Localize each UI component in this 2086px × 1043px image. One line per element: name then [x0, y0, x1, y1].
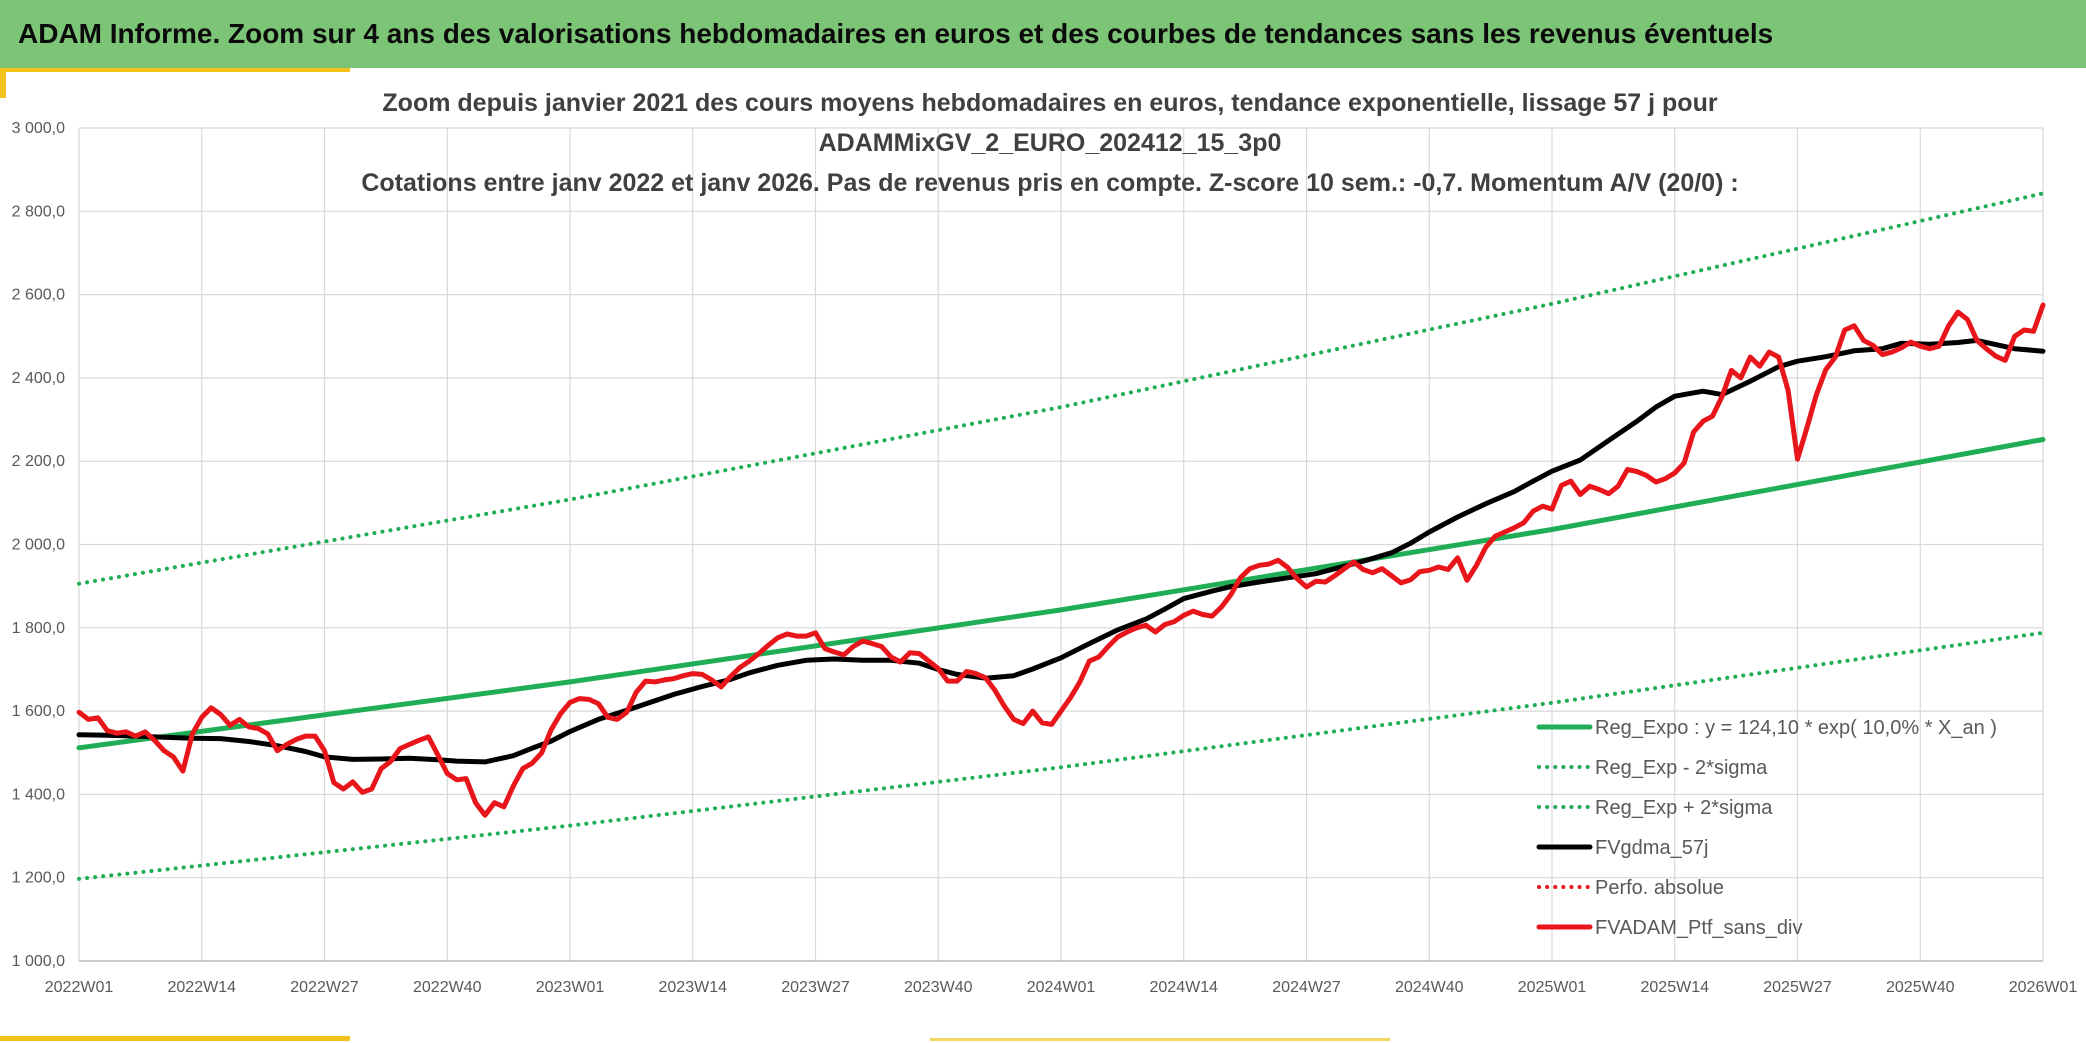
y-tick-label: 1 200,0 — [12, 870, 65, 887]
y-tick-label: 1 400,0 — [12, 786, 65, 803]
x-tick-label: 2025W27 — [1763, 979, 1832, 996]
chart-title: Zoom depuis janvier 2021 des cours moyen… — [361, 89, 1738, 197]
series-line-ptf — [76, 302, 2046, 818]
y-tick-label: 2 800,0 — [12, 203, 65, 220]
legend-label-trend: Reg_Expo : y = 124,10 * exp( 10,0% * X_a… — [1595, 717, 1997, 739]
chart-area: 1 000,0 1 200,0 1 400,0 1 600,0 1 800,0 2 000… — [0, 68, 2086, 1043]
chart-title-line: ADAMMixGV_2_EURO_202412_15_3p0 — [819, 129, 1282, 157]
chart-title-line: Zoom depuis janvier 2021 des cours moyen… — [382, 89, 1717, 117]
legend-label-perfo: Perfo. absolue — [1595, 877, 1724, 899]
chart-title-line: Cotations entre janv 2022 et janv 2026. … — [361, 169, 1738, 197]
y-tick-label: 1 800,0 — [12, 620, 65, 637]
x-tick-label: 2024W27 — [1272, 979, 1341, 996]
x-tick-label: 2022W14 — [168, 979, 237, 996]
x-tick-label: 2025W14 — [1641, 979, 1710, 996]
legend-label-upper: Reg_Exp + 2*sigma — [1595, 797, 1773, 819]
y-tick-label: 2 200,0 — [12, 453, 65, 470]
page-title: ADAM Informe. Zoom sur 4 ans des valoris… — [18, 18, 1774, 49]
y-tick-label: 2 000,0 — [12, 537, 65, 554]
legend-label-ma: FVgdma_57j — [1595, 837, 1708, 859]
axis-labels: 1 000,0 1 200,0 1 400,0 1 600,0 1 800,0 2 000… — [12, 120, 2078, 996]
legend-label-ptf: FVADAM_Ptf_sans_div — [1595, 917, 1803, 939]
x-tick-label: 2025W40 — [1886, 979, 1955, 996]
series-line-upper — [77, 191, 2045, 586]
y-tick-label: 2 400,0 — [12, 370, 65, 387]
series-line-trend — [76, 437, 2046, 751]
x-tick-label: 2023W01 — [536, 979, 605, 996]
grid-lines — [78, 127, 2044, 962]
y-tick-label: 2 600,0 — [12, 287, 65, 304]
series-layer — [76, 191, 2046, 881]
accent-bottom-mark — [930, 1038, 1390, 1041]
y-tick-label: 3 000,0 — [12, 120, 65, 137]
weekly-valuation-chart: 1 000,0 1 200,0 1 400,0 1 600,0 1 800,0 2 000… — [12, 89, 2078, 996]
x-tick-label: 2024W14 — [1150, 979, 1219, 996]
accent-bottom-bar — [0, 1036, 350, 1041]
legend-label-lower: Reg_Exp - 2*sigma — [1595, 757, 1768, 779]
accent-top-bar — [0, 68, 350, 72]
x-tick-label: 2022W27 — [290, 979, 359, 996]
x-tick-label: 2024W01 — [1027, 979, 1096, 996]
x-tick-label: 2023W27 — [781, 979, 850, 996]
x-tick-label: 2024W40 — [1395, 979, 1464, 996]
x-tick-label: 2022W40 — [413, 979, 482, 996]
x-tick-label: 2023W40 — [904, 979, 973, 996]
x-tick-label: 2023W14 — [659, 979, 728, 996]
x-tick-label: 2026W01 — [2009, 979, 2078, 996]
y-tick-label: 1 000,0 — [12, 953, 65, 970]
accent-left-bar — [0, 68, 6, 98]
x-tick-label: 2022W01 — [45, 979, 114, 996]
header-banner: ADAM Informe. Zoom sur 4 ans des valoris… — [0, 0, 2086, 68]
series-line-lower — [77, 630, 2045, 881]
chart-legend: Reg_Expo : y = 124,10 * exp( 10,0% * X_a… — [1536, 717, 1997, 939]
x-tick-label: 2025W01 — [1518, 979, 1587, 996]
y-tick-label: 1 600,0 — [12, 703, 65, 720]
